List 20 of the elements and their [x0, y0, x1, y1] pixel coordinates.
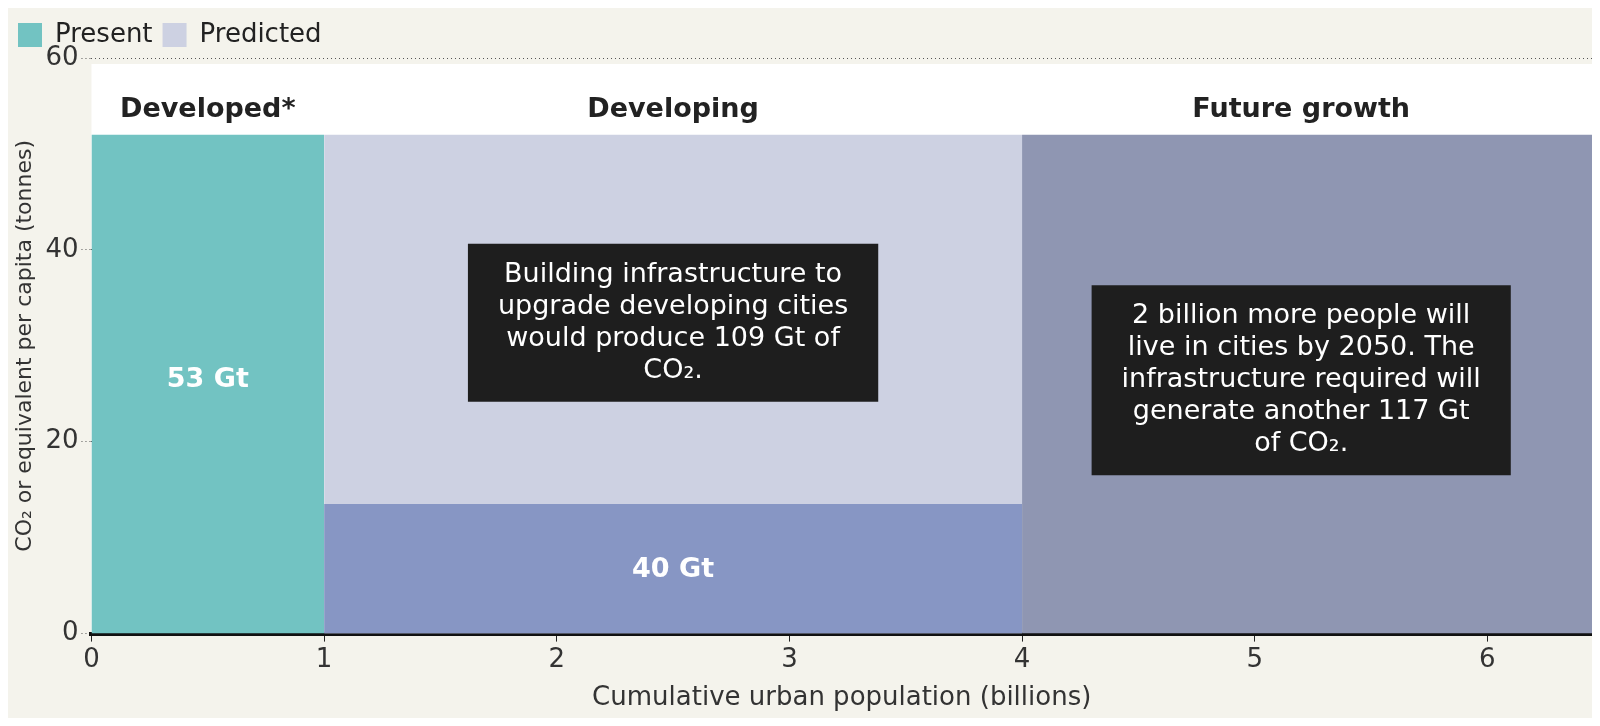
y-tick-label: 20 — [45, 424, 79, 455]
annotation: Developing — [587, 91, 759, 123]
annotation: 53 Gt — [166, 362, 249, 394]
annotation: 40 Gt — [632, 552, 715, 584]
x-tick-label: 1 — [315, 642, 333, 673]
x-tick-label: 6 — [1479, 642, 1496, 673]
y-tick-label: 40 — [45, 232, 79, 263]
y-tick-label: 0 — [61, 616, 79, 647]
y-axis-title: CO₂ or equivalent per capita (tonnes) — [10, 139, 36, 552]
x-tick-label: 3 — [781, 642, 798, 673]
legend-label: Predicted — [199, 17, 322, 48]
annotation: Future growth — [1192, 91, 1411, 123]
annotation: 2 billion more people will live in cities by 2050. The infrastructure required will generate another 117 Gt of CO₂. — [1121, 298, 1481, 458]
x-tick-label: 5 — [1246, 642, 1263, 673]
x-tick-label: 0 — [83, 642, 100, 673]
x-tick-label: 2 — [548, 642, 566, 673]
annotation: Building infrastructure to upgrade developing cities would produce 109 Gt of CO₂. — [497, 256, 849, 384]
annotation: Developed* — [120, 91, 296, 123]
x-tick-label: 4 — [1013, 642, 1031, 673]
x-axis-title: Cumulative urban population (billions) — [592, 681, 1092, 712]
